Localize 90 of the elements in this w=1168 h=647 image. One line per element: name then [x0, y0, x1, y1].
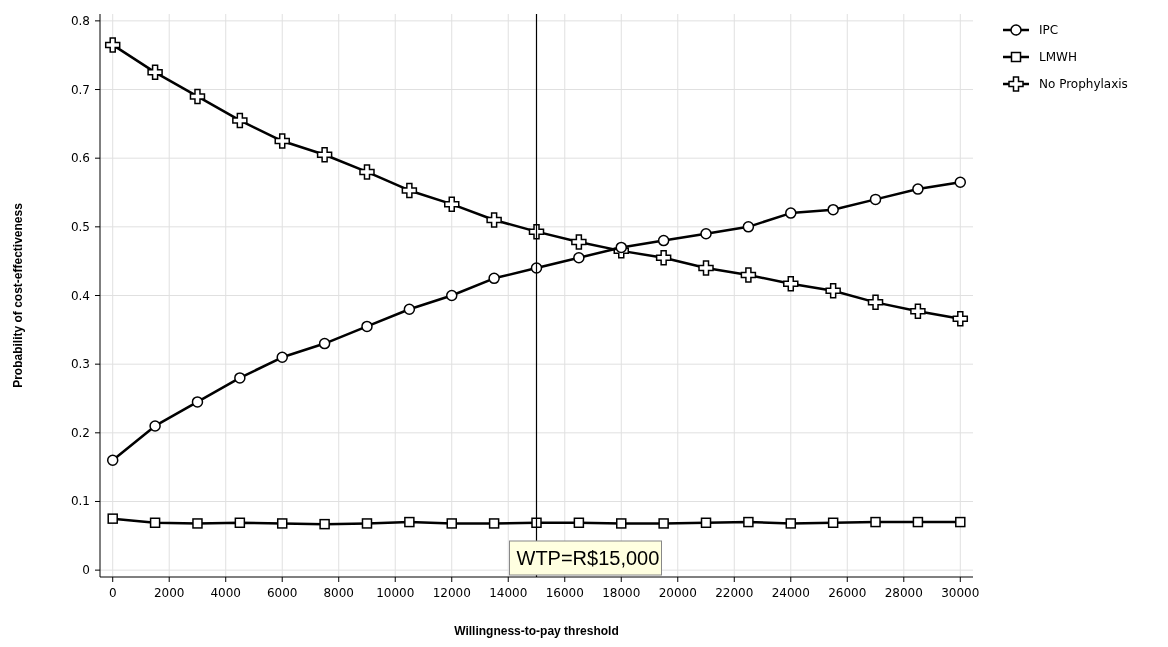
point [488, 272, 500, 285]
point [615, 241, 628, 254]
point [149, 517, 161, 529]
point [785, 518, 797, 529]
point [361, 518, 373, 529]
point [359, 164, 375, 180]
point [869, 193, 882, 206]
point [319, 518, 330, 530]
point [361, 320, 373, 333]
point [912, 516, 924, 528]
point [274, 133, 290, 149]
legend-label: No Prophylaxis [1039, 77, 1128, 91]
point [571, 234, 587, 250]
x-tick-label: 14000 [489, 586, 528, 600]
y-tick-label: 0.4 [70, 288, 90, 303]
x-tick-label: 8000 [323, 586, 355, 600]
y-tick-label: 0.7 [70, 82, 90, 97]
point [446, 518, 457, 529]
point [954, 176, 967, 188]
point [740, 267, 757, 283]
point [401, 182, 418, 199]
point [743, 516, 754, 528]
point [742, 221, 755, 233]
point [955, 516, 966, 528]
point [952, 311, 969, 327]
point [276, 351, 288, 364]
point [658, 518, 669, 529]
point [104, 37, 121, 53]
y-tick-label: 0 [82, 563, 90, 578]
x-tick-label: 10000 [376, 586, 415, 600]
y-tick-label: 0.6 [70, 151, 90, 166]
legend-label: LMWH [1039, 50, 1077, 64]
x-tick-label: 4000 [210, 586, 241, 600]
point [486, 212, 502, 228]
y-tick-label: 0.1 [70, 494, 90, 509]
x-tick-label: 12000 [432, 586, 471, 600]
point [147, 64, 163, 81]
point [404, 516, 415, 528]
point [827, 203, 839, 216]
point [827, 517, 839, 529]
x-tick-label: 6000 [266, 586, 298, 600]
point [655, 249, 672, 266]
point [698, 260, 714, 276]
point [616, 518, 627, 529]
y-tick-label: 0.8 [70, 13, 90, 28]
point [318, 337, 331, 350]
point [825, 282, 841, 299]
point [783, 276, 799, 292]
x-tick-label: 2000 [153, 586, 185, 600]
point [870, 516, 881, 528]
x-tick-label: 18000 [602, 586, 641, 600]
point [785, 207, 797, 219]
x-tick-label: 28000 [884, 586, 923, 600]
point [700, 517, 712, 529]
point [443, 196, 460, 212]
point [234, 517, 246, 529]
x-axis-title: Willingness-to-pay threshold [454, 624, 619, 638]
point [403, 303, 416, 315]
point [700, 227, 712, 240]
x-tick-label: 16000 [545, 586, 584, 600]
x-tick-label: 26000 [828, 586, 867, 600]
point [910, 303, 926, 320]
point [867, 294, 884, 311]
point [149, 420, 161, 432]
point [191, 396, 204, 408]
point [234, 372, 246, 384]
point [316, 147, 333, 163]
legend-label: IPC [1039, 23, 1059, 37]
y-tick-label: 0.5 [70, 219, 90, 234]
y-tick-label: 0.3 [70, 357, 90, 372]
point [192, 518, 203, 529]
point [573, 517, 585, 529]
x-tick-label: 24000 [771, 586, 810, 600]
point [573, 251, 585, 264]
point [912, 183, 924, 195]
point [276, 518, 288, 529]
point [488, 518, 500, 529]
y-tick-label: 0.2 [70, 425, 90, 440]
point [189, 88, 206, 105]
x-tick-label: 0 [108, 586, 117, 600]
point [445, 289, 458, 302]
y-axis-title: Probability of cost-effectiveness [11, 202, 25, 388]
x-tick-label: 30000 [941, 586, 980, 600]
point [107, 513, 118, 524]
x-tick-label: 20000 [658, 586, 697, 600]
point [106, 454, 119, 467]
point [232, 112, 248, 129]
point [657, 234, 670, 247]
x-tick-label: 22000 [715, 586, 754, 600]
ref-line-label: WTP=R$15,000 [516, 547, 660, 569]
